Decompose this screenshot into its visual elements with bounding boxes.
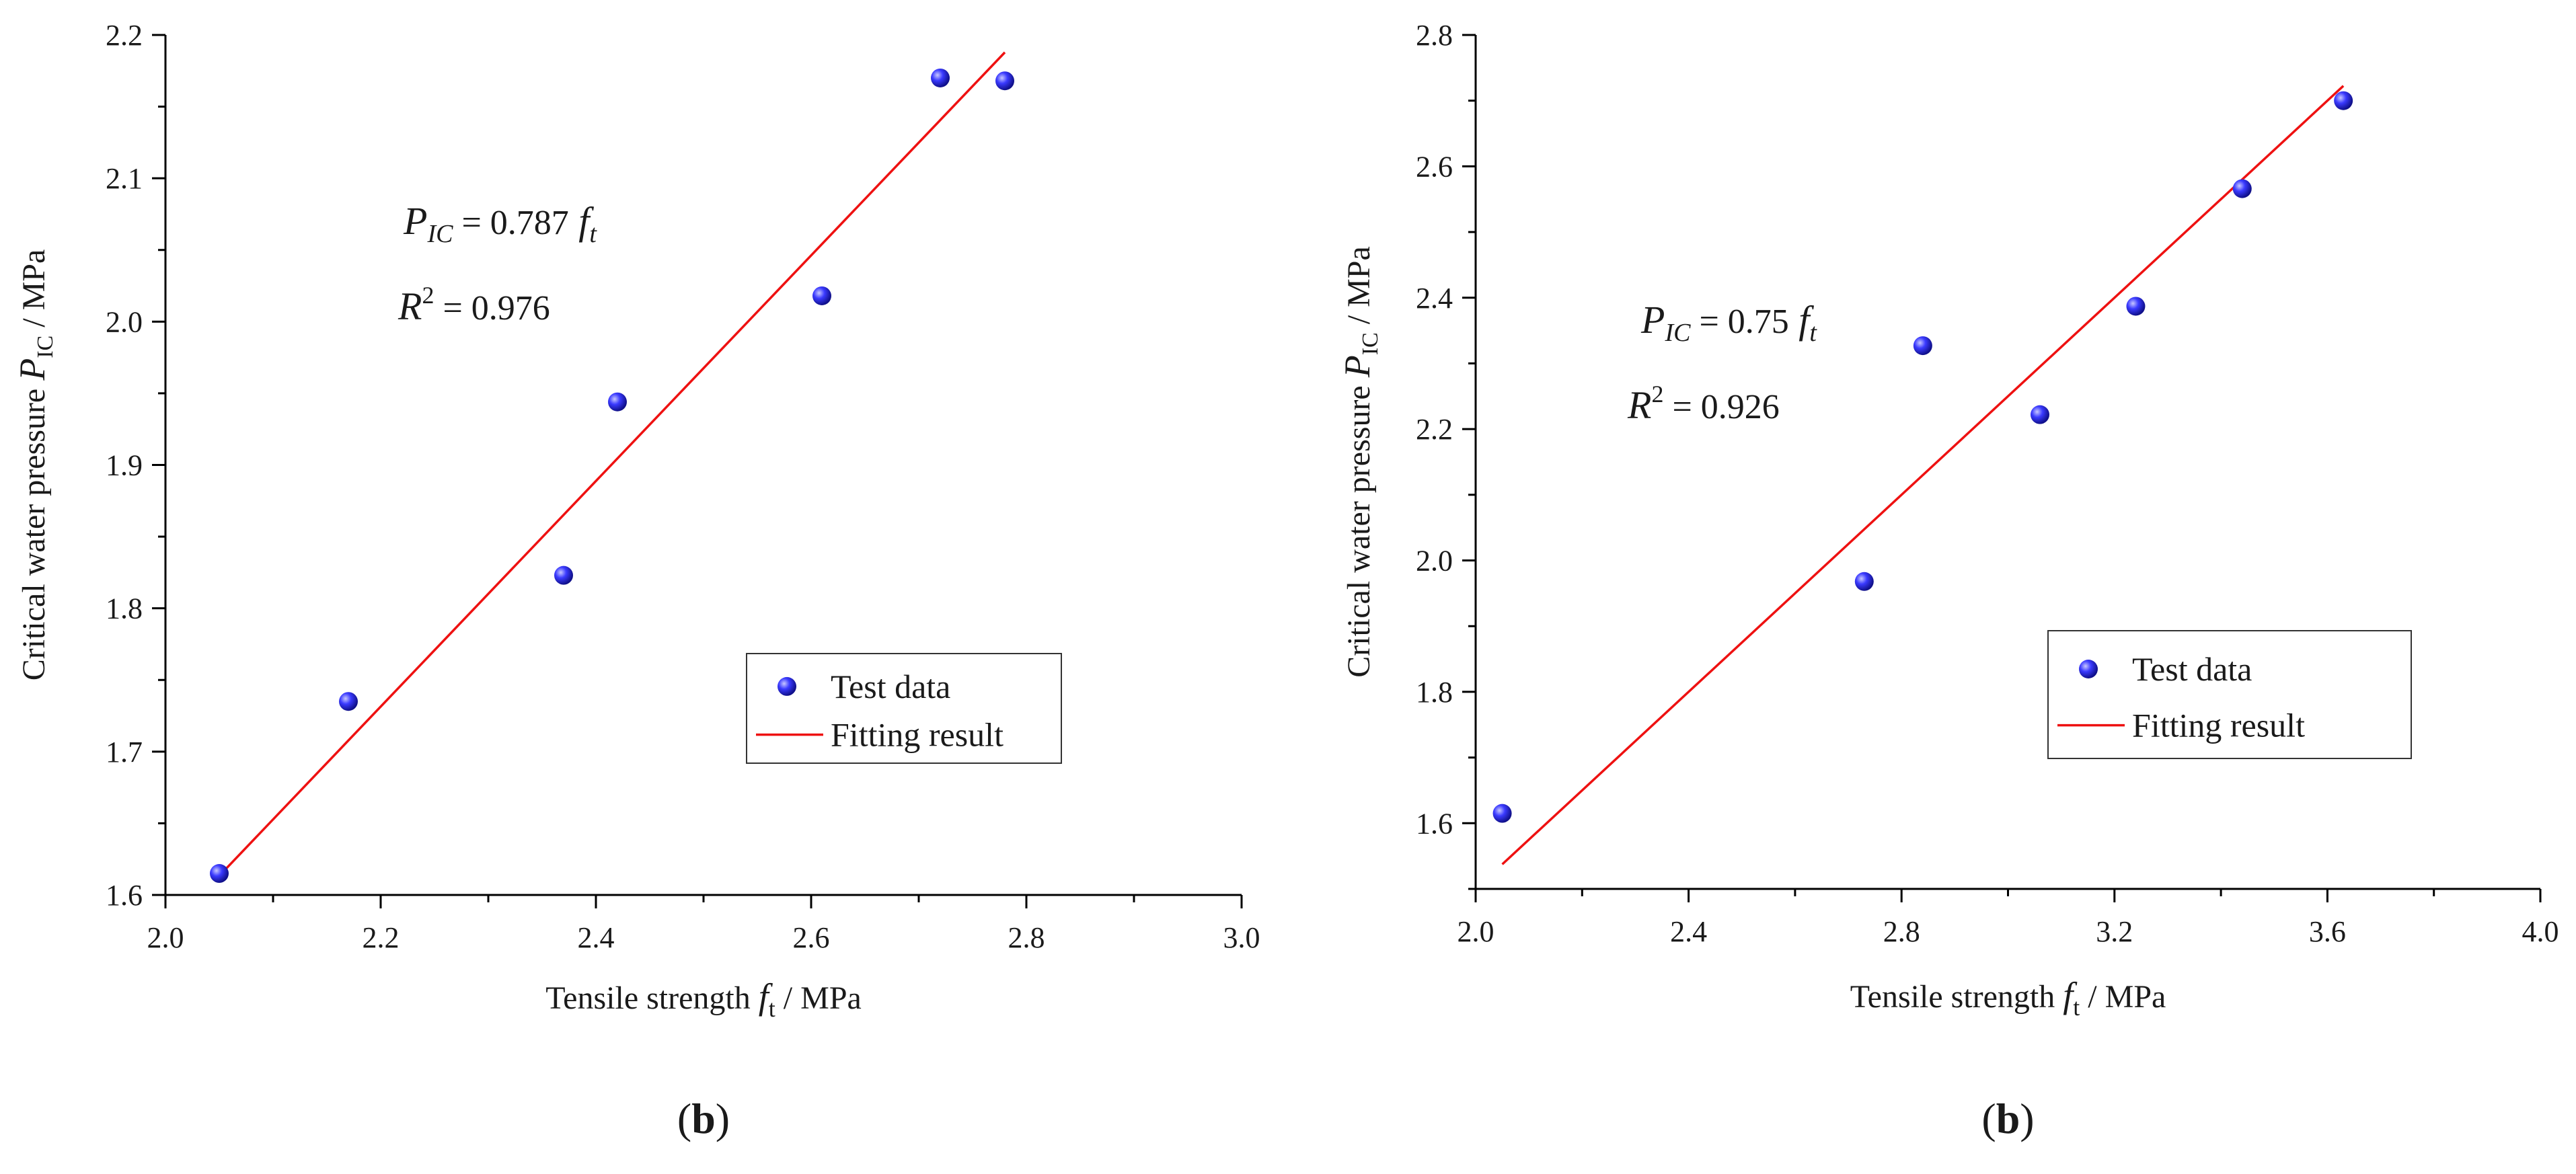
y-tick-label: 1.6	[106, 879, 143, 912]
data-point	[210, 864, 229, 884]
data-point	[995, 71, 1014, 91]
panel-a: 2.0 2.2 2.4 2.6 2.8 3.0 1.6 1.7 1.8 1.9 2.0 2.1 2.2 T…	[12, 19, 1260, 1142]
legend-box	[746, 653, 1062, 764]
y-tick-label: 2.8	[1416, 19, 1453, 52]
y-tick-label: 2.4	[1416, 282, 1453, 315]
data-point	[931, 68, 950, 87]
x-tick-label: 3.6	[2309, 915, 2346, 948]
x-tick-label: 2.6	[793, 921, 830, 954]
data-point	[2126, 297, 2146, 316]
panel-label: (b)	[1981, 1095, 2034, 1142]
x-tick-label: 2.2	[363, 921, 400, 954]
legend-marker-test-data	[2079, 660, 2098, 678]
x-tick-label: 2.8	[1008, 921, 1045, 954]
x-axis-label: Tensile strength ft / MPa	[545, 976, 862, 1022]
legend-label-test-data: Test data	[2132, 650, 2252, 688]
y-tick-label: 2.2	[106, 19, 143, 52]
fit-equation: PIC = 0.787 ft	[403, 199, 597, 248]
r-squared: R2 = 0.926	[1627, 381, 1780, 427]
data-point	[812, 286, 831, 305]
y-tick-label: 1.7	[106, 736, 143, 769]
data-point	[1854, 572, 1874, 591]
data-point	[1913, 336, 1932, 356]
legend: Test data Fitting result	[746, 653, 1062, 764]
legend-marker-test-data	[778, 676, 796, 696]
r-squared: R2 = 0.976	[397, 282, 550, 328]
x-axis-label: Tensile strength ft / MPa	[1850, 975, 2166, 1021]
fit-equation: PIC = 0.75 ft	[1640, 298, 1817, 347]
legend-label-fitting-result: Fitting result	[831, 716, 1003, 754]
y-tick-label: 2.0	[106, 305, 143, 338]
y-tick-label: 1.6	[1416, 807, 1453, 840]
y-tick-label: 2.2	[1416, 413, 1453, 446]
data-point	[2232, 179, 2252, 198]
x-tick-label: 2.4	[1670, 915, 1707, 948]
data-point	[2334, 91, 2353, 110]
legend-label-test-data: Test data	[831, 668, 950, 705]
x-tick-label: 3.2	[2096, 915, 2133, 948]
y-tick-label: 1.8	[1416, 676, 1453, 709]
y-tick-label: 2.0	[1416, 545, 1453, 578]
panel-b: 2.0 2.4 2.8 3.2 3.6 4.0 1.6 1.8 2.0 2.2 2.4 2.6 2.8 T…	[1337, 19, 2559, 1142]
y-tick-label: 1.8	[106, 592, 143, 625]
x-tick-label: 2.4	[578, 921, 615, 954]
fit-line	[218, 51, 1006, 877]
y-tick-label: 2.6	[1416, 150, 1453, 183]
data-point	[1492, 804, 1512, 823]
data-point	[608, 392, 627, 412]
x-tick-label: 2.0	[147, 921, 184, 954]
x-tick-label: 2.0	[1457, 915, 1494, 948]
legend-box	[2047, 630, 2412, 759]
x-tick-label: 3.0	[1223, 921, 1260, 954]
legend-label-fitting-result: Fitting result	[2132, 707, 2305, 744]
y-tick-label: 2.1	[106, 162, 143, 195]
y-axis-label: Critical water pressure PIC / MPa	[12, 249, 58, 681]
y-axis-label: Critical water pressure PIC / MPa	[1337, 246, 1383, 678]
data-point	[339, 692, 358, 711]
data-point	[554, 565, 573, 585]
fit-line	[1501, 85, 2345, 865]
x-tick-label: 4.0	[2522, 915, 2559, 948]
data-point	[2030, 405, 2049, 424]
y-tick-label: 1.9	[106, 449, 143, 482]
legend: Test data Fitting result	[2047, 630, 2412, 759]
x-tick-label: 2.8	[1883, 915, 1920, 948]
panel-label: (b)	[677, 1095, 730, 1142]
